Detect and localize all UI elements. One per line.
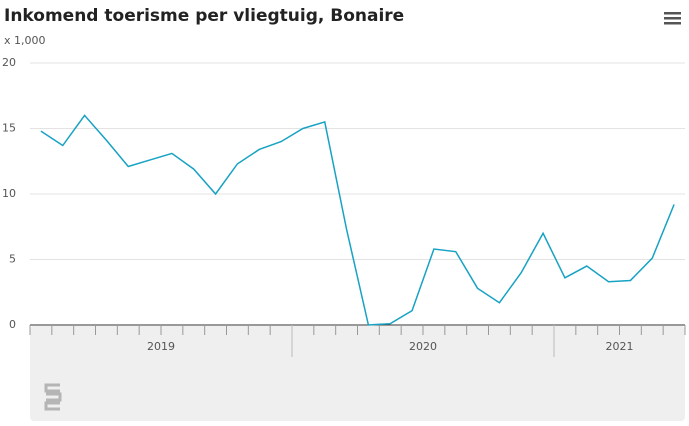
y-tick-label: 15: [2, 122, 16, 135]
logo-shape: [44, 383, 62, 411]
chart-title: Inkomend toerisme per vliegtuig, Bonaire: [4, 6, 404, 26]
y-tick-label: 10: [2, 187, 16, 200]
menu-bar[interactable]: [664, 17, 681, 20]
x-group-label: 2020: [409, 340, 437, 353]
navigator-area: [30, 326, 685, 421]
cbs-logo: [44, 383, 62, 411]
x-group-label: 2021: [606, 340, 634, 353]
y-unit: x 1,000: [4, 34, 46, 47]
menu-icon[interactable]: [664, 12, 681, 25]
menu-bar[interactable]: [664, 12, 681, 15]
x-group-label: 2019: [147, 340, 175, 353]
y-tick-label: 20: [2, 56, 16, 69]
line: [40, 114, 675, 326]
y-tick-label: 5: [9, 253, 16, 266]
y-tick-label: 0: [9, 318, 16, 331]
menu-bar[interactable]: [664, 22, 681, 25]
